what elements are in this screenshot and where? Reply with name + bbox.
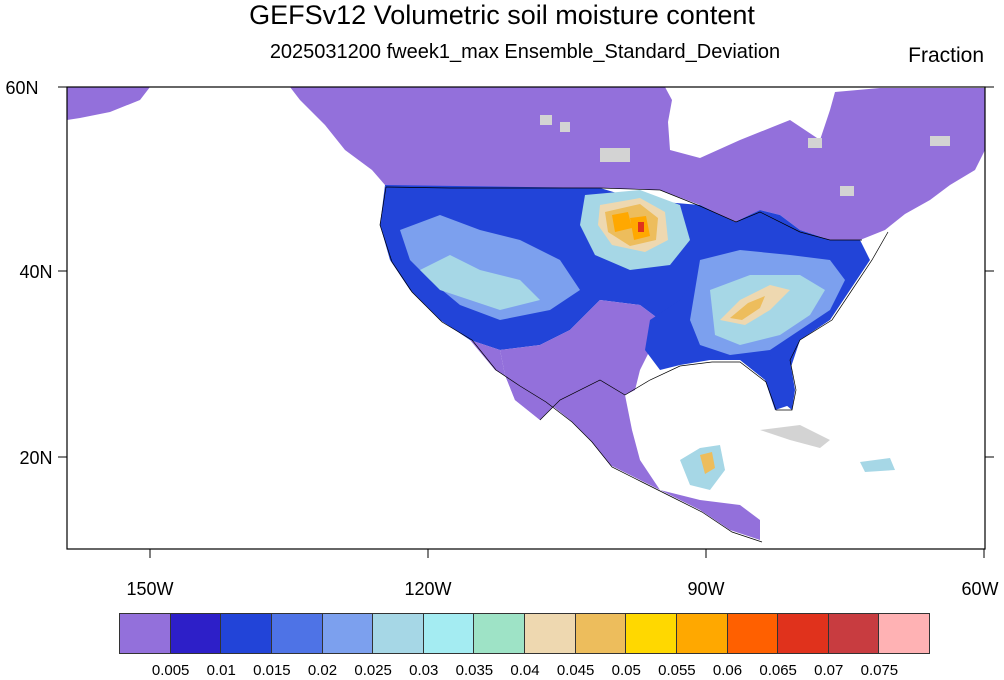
colorbar-tick-label: 0.015 (253, 662, 291, 679)
map-frame (66, 86, 986, 550)
coastlines (379, 186, 889, 543)
colorbar-tick-label: 0.075 (860, 662, 899, 679)
coast-west (379, 186, 763, 543)
colorbar-tick-label: 0.06 (712, 662, 743, 679)
region-yucatan (680, 445, 725, 490)
nodata-patch (808, 138, 822, 148)
region-western-pale (420, 255, 540, 310)
colorbar-swatch (473, 613, 525, 654)
colorbar-tick-label: 0.005 (151, 662, 190, 679)
lon-label-90w: 90W (687, 579, 724, 599)
colorbar-tick-label: 0.07 (814, 662, 844, 679)
region-florida (770, 355, 795, 410)
colorbar-swatch (119, 613, 171, 654)
colorbar-swatch (372, 613, 424, 654)
colorbar-tick-label: 0.04 (510, 662, 540, 679)
colorbar-tick-label: 0.03 (409, 662, 439, 679)
region-western-lightblue (400, 215, 580, 320)
nodata-patch (840, 186, 854, 196)
region-alaska-edge (67, 87, 150, 120)
colorbar-swatch (220, 613, 272, 654)
units-label: Fraction (908, 44, 984, 67)
colorbar-swatch (625, 613, 677, 654)
colorbar-tick-label: 0.055 (658, 662, 696, 679)
colorbar-swatch (726, 613, 779, 654)
region-mexico (470, 340, 760, 540)
colorbar-tick-label: 0.05 (611, 662, 641, 679)
lat-label-60n: 60N (5, 78, 38, 98)
us-canada-border (385, 186, 862, 241)
coast-gulf (539, 231, 889, 421)
colorbar-swatch (777, 613, 829, 654)
colorbar-swatch (827, 613, 880, 654)
region-east-orange (730, 296, 765, 320)
nodata-patch (930, 136, 950, 146)
colorbar-swatch (321, 613, 374, 654)
ticks (58, 86, 994, 558)
region-southwest (500, 300, 660, 420)
lon-label-120w: 120W (404, 579, 451, 599)
region-hispaniola (860, 458, 895, 472)
nodata-patch (540, 115, 552, 125)
colorbar-swatch (524, 613, 576, 654)
region-plains-hot (612, 212, 650, 240)
region-yucatan-hot (700, 452, 715, 474)
nodata-patch (560, 122, 570, 132)
colorbar-tick-label: 0.01 (206, 662, 236, 679)
lon-label-60w: 60W (961, 579, 998, 599)
field-layer (67, 87, 985, 540)
colorbar-tick-label: 0.025 (354, 662, 392, 679)
colorbar (119, 613, 930, 654)
region-plains-red (638, 222, 644, 232)
map-title: GEFSv12 Volumetric soil moisture content (249, 0, 755, 30)
map-subtitle: 2025031200 fweek1_max Ensemble_Standard_… (269, 41, 781, 63)
region-cuba (760, 425, 830, 448)
colorbar-tick-label: 0.045 (556, 662, 595, 679)
colorbar-swatch (422, 613, 475, 654)
region-canada (290, 87, 985, 240)
colorbar-tick-label: 0.065 (759, 662, 797, 679)
colorbar-tick-label: 0.035 (455, 662, 494, 679)
colorbar-swatch (270, 613, 323, 654)
colorbar-swatch (878, 613, 930, 654)
lat-label-40n: 40N (19, 262, 52, 282)
lat-label-20n: 20N (19, 448, 52, 468)
lon-label-150w: 150W (126, 579, 173, 599)
colorbar-swatch (169, 613, 222, 654)
colorbar-tick-label: 0.02 (307, 662, 338, 679)
colorbar-swatch (574, 613, 627, 654)
colorbar-swatch (675, 613, 728, 654)
nodata-patch (600, 148, 630, 162)
